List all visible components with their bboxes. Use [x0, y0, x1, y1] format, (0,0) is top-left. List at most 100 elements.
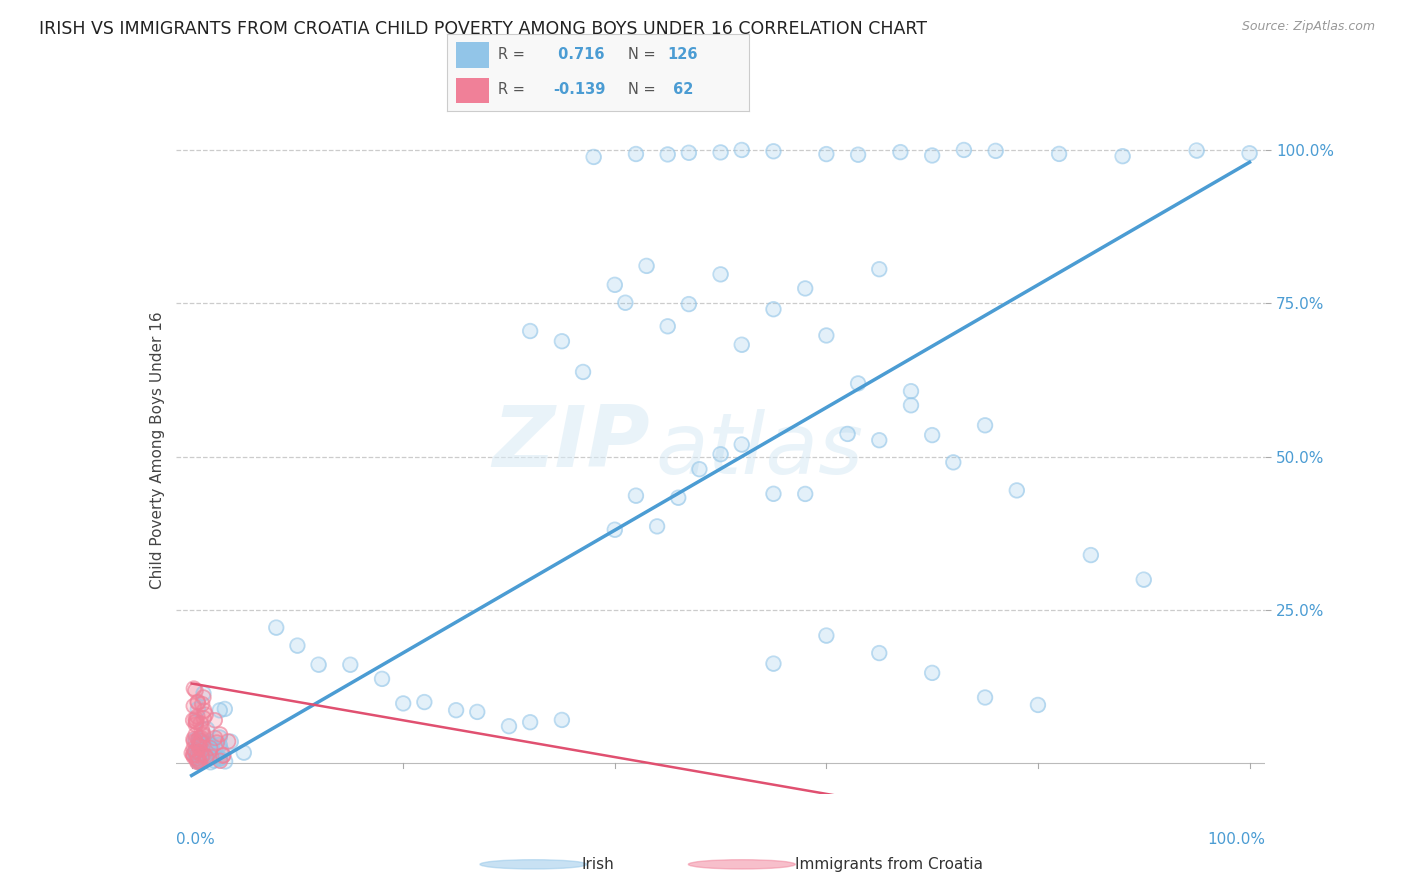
Point [837, 426, 859, 441]
Point [191, 728, 214, 742]
Point [184, 734, 207, 748]
Point [201, 739, 224, 753]
Point [190, 735, 212, 749]
Point [193, 686, 215, 700]
Point [187, 733, 209, 747]
Point [710, 145, 733, 160]
Point [194, 751, 217, 765]
Point [184, 717, 207, 731]
Point [193, 747, 215, 762]
Point [198, 738, 221, 752]
Point [678, 145, 700, 160]
Point [183, 741, 205, 756]
Point [657, 319, 679, 334]
Point [194, 751, 217, 765]
Point [731, 337, 754, 351]
Point [193, 704, 215, 718]
Point [184, 717, 207, 731]
Point [974, 418, 997, 433]
Point [1047, 147, 1070, 161]
Point [190, 748, 212, 763]
Point [921, 428, 943, 442]
Text: ZIP: ZIP [492, 402, 650, 485]
Point [187, 754, 209, 768]
Point [572, 365, 595, 379]
Point [186, 754, 208, 768]
Point [209, 743, 232, 757]
Point [191, 723, 214, 737]
Point [214, 702, 236, 716]
Point [868, 434, 890, 448]
Point [187, 733, 209, 747]
Point [603, 523, 626, 537]
Point [204, 731, 226, 745]
Point [208, 703, 231, 717]
Point [1132, 573, 1154, 587]
Point [193, 711, 215, 725]
Point [921, 148, 943, 162]
Point [308, 657, 330, 672]
Point [624, 147, 647, 161]
Point [198, 741, 221, 756]
Point [889, 145, 911, 160]
Point [868, 434, 890, 448]
Point [1080, 548, 1102, 562]
Point [212, 748, 235, 763]
Point [186, 709, 208, 723]
Point [208, 738, 231, 752]
Point [1080, 548, 1102, 562]
Point [184, 712, 207, 726]
Point [187, 752, 209, 766]
Point [187, 702, 209, 716]
Point [193, 747, 215, 762]
Point [264, 621, 287, 635]
Point [194, 751, 217, 765]
Point [339, 657, 361, 672]
Point [187, 695, 209, 709]
Text: Immigrants from Croatia: Immigrants from Croatia [796, 857, 983, 871]
Point [187, 754, 209, 768]
Point [193, 711, 215, 725]
Point [187, 741, 209, 756]
Point [183, 746, 205, 760]
Point [204, 731, 226, 745]
Point [183, 746, 205, 760]
Point [187, 752, 209, 766]
Point [551, 334, 574, 349]
Point [762, 487, 785, 501]
Point [731, 337, 754, 351]
Text: N =: N = [628, 47, 657, 62]
Point [208, 731, 231, 745]
Point [186, 714, 208, 729]
Point [183, 699, 205, 714]
Point [413, 695, 436, 709]
Point [194, 707, 217, 722]
Point [195, 739, 218, 754]
Text: 62: 62 [668, 82, 693, 97]
Point [688, 462, 710, 476]
Point [194, 707, 217, 722]
Point [762, 487, 785, 501]
Point [921, 665, 943, 680]
Point [195, 736, 218, 750]
Point [188, 745, 211, 759]
Point [953, 143, 976, 157]
Point [624, 489, 647, 503]
Text: 100.0%: 100.0% [1208, 831, 1265, 847]
Point [183, 732, 205, 747]
Point [187, 755, 209, 769]
Point [710, 447, 733, 461]
Point [188, 739, 211, 754]
Point [794, 281, 817, 295]
Point [186, 754, 208, 768]
Point [1111, 149, 1133, 163]
Point [794, 281, 817, 295]
Point [339, 657, 361, 672]
Text: 0.716: 0.716 [553, 47, 605, 62]
Bar [456, 78, 489, 103]
Point [191, 743, 214, 757]
Point [184, 714, 207, 729]
Point [195, 747, 218, 761]
Point [846, 147, 869, 161]
Point [198, 737, 221, 751]
